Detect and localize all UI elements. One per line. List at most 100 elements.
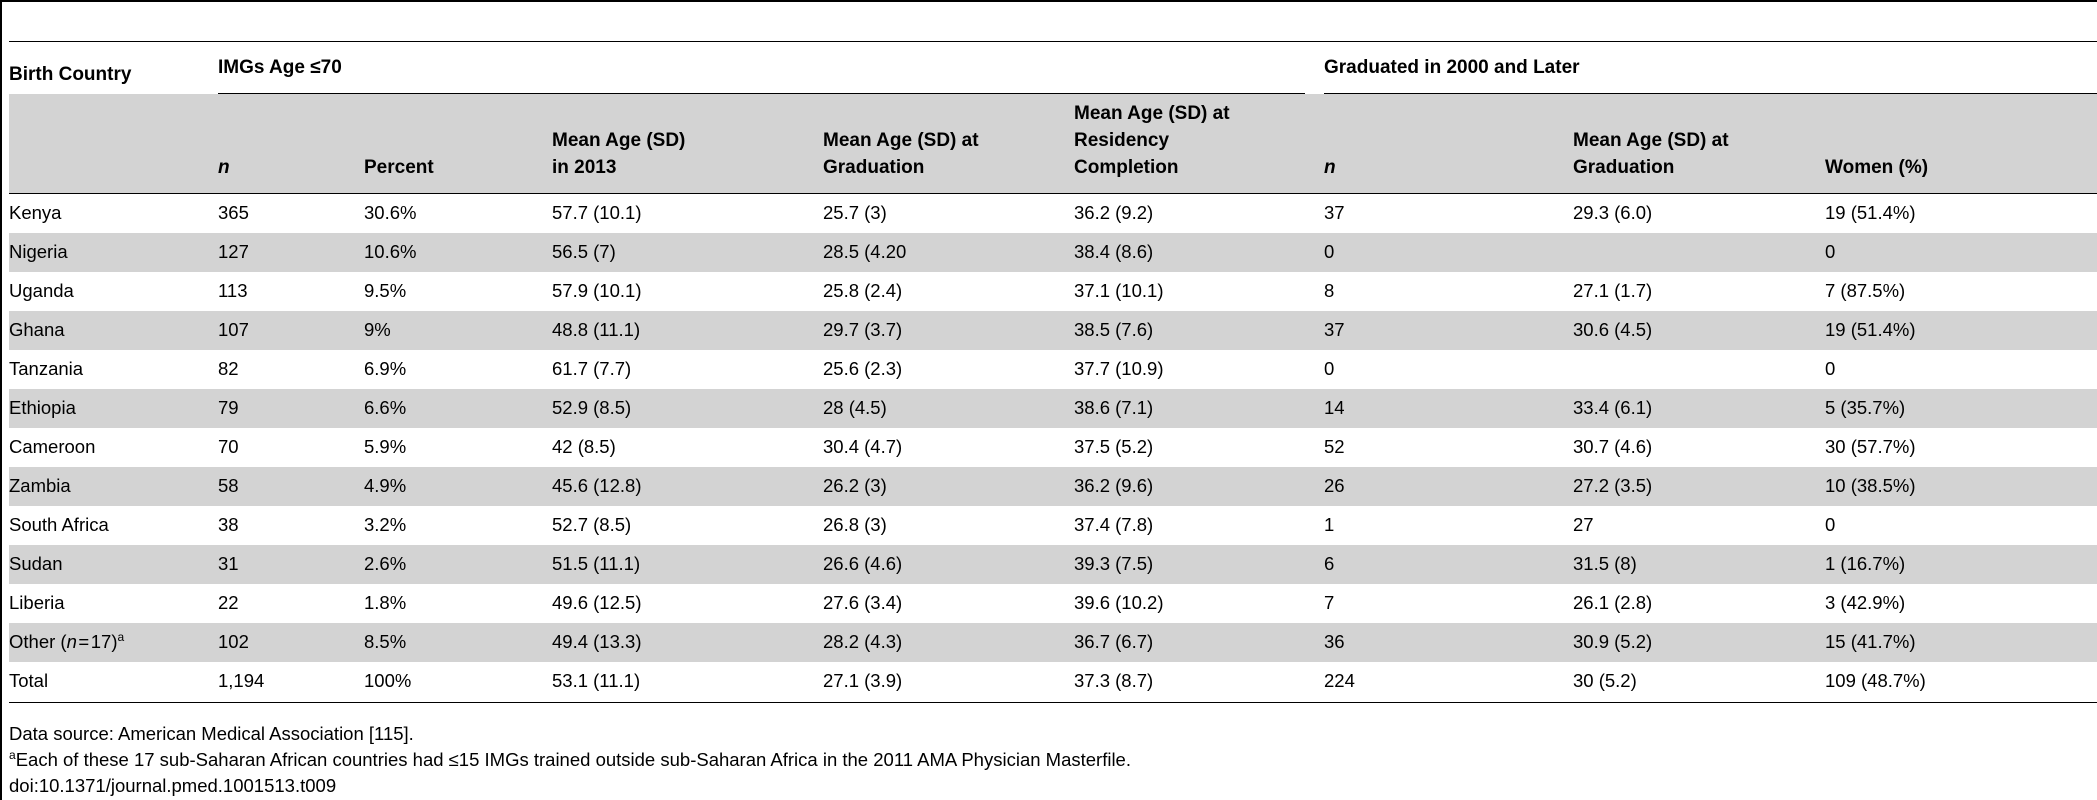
table-cell: 31.5 (8) <box>1573 553 1637 574</box>
table-cell: 56.5 (7) <box>552 241 616 262</box>
header-group-imgs-age: IMGs Age ≤70 <box>218 57 342 78</box>
table-cell: 30 (57.7%) <box>1825 436 1916 457</box>
table-cell: 127 <box>218 241 249 262</box>
header-col-percent: Percent <box>364 157 434 178</box>
frame-top-border <box>0 0 2097 2</box>
table-cell: 14 <box>1324 397 1345 418</box>
row-band <box>9 311 2097 350</box>
table-cell: 49.6 (12.5) <box>552 592 642 613</box>
row-country: South Africa <box>9 514 109 535</box>
table-cell: 36.7 (6.7) <box>1074 631 1154 652</box>
table-cell: 36.2 (9.2) <box>1074 202 1154 223</box>
table-cell: 109 (48.7%) <box>1825 670 1926 691</box>
table-cell: 1 (16.7%) <box>1825 553 1906 574</box>
table-cell: 28 (4.5) <box>823 397 887 418</box>
table-cell: 37.4 (7.8) <box>1074 514 1154 535</box>
header-band <box>9 94 2097 193</box>
table-cell: 26 <box>1324 475 1345 496</box>
row-band <box>9 623 2097 662</box>
header-line: Residency <box>1074 130 1170 151</box>
table-cell: 57.7 (10.1) <box>552 202 642 223</box>
table-cell: 38.5 (7.6) <box>1074 319 1154 340</box>
table-cell: 27.2 (3.5) <box>1573 475 1653 496</box>
table-cell: 8 <box>1324 280 1335 301</box>
table-cell: 38.6 (7.1) <box>1074 397 1154 418</box>
table-cell: 1 <box>1324 514 1335 535</box>
footnote-source: Data source: American Medical Associatio… <box>9 723 414 744</box>
table-cell: 1.8% <box>364 592 407 613</box>
row-country: Zambia <box>9 475 71 496</box>
table-cell: 79 <box>218 397 239 418</box>
table-cell: 0 <box>1825 358 1836 379</box>
table-cell: 7 <box>1324 592 1335 613</box>
table-cell: 37.5 (5.2) <box>1074 436 1154 457</box>
header-line: Mean Age (SD) at <box>1573 130 1729 151</box>
table-cell: 27 <box>1573 514 1594 535</box>
table-cell: 30.4 (4.7) <box>823 436 903 457</box>
header-col-mean-age-graduation-2000: Mean Age (SD) at Graduation <box>1573 127 1729 181</box>
table-cell: 19 (51.4%) <box>1825 202 1916 223</box>
table-cell: 30.6 (4.5) <box>1573 319 1653 340</box>
table-cell: 6.6% <box>364 397 407 418</box>
table-bottom-rule <box>9 702 2097 703</box>
table-cell: 2.6% <box>364 553 407 574</box>
header-col-n-2000: n <box>1324 157 1336 178</box>
table-cell: 4.9% <box>364 475 407 496</box>
table-cell: 28.5 (4.20 <box>823 241 907 262</box>
table-cell: 7 (87.5%) <box>1825 280 1906 301</box>
table-cell: 27.1 (3.9) <box>823 670 903 691</box>
table-cell: 28.2 (4.3) <box>823 631 903 652</box>
table-cell: 70 <box>218 436 239 457</box>
table-cell: 37 <box>1324 202 1345 223</box>
table-cell: 1,194 <box>218 670 265 691</box>
table-cell: 224 <box>1324 670 1355 691</box>
table-cell: 26.6 (4.6) <box>823 553 903 574</box>
table-cell: 9.5% <box>364 280 407 301</box>
table-cell: 107 <box>218 319 249 340</box>
row-band <box>9 467 2097 506</box>
table-cell: 3 (42.9%) <box>1825 592 1906 613</box>
table-cell: 8.5% <box>364 631 407 652</box>
table-cell: 37.1 (10.1) <box>1074 280 1164 301</box>
header-col-mean-age-2013: Mean Age (SD) in 2013 <box>552 127 685 181</box>
table-cell: 30 (5.2) <box>1573 670 1637 691</box>
table-cell: 25.7 (3) <box>823 202 887 223</box>
table-cell: 26.8 (3) <box>823 514 887 535</box>
table-cell: 52.7 (8.5) <box>552 514 632 535</box>
table-cell: 22 <box>218 592 239 613</box>
table-cell: 27.6 (3.4) <box>823 592 903 613</box>
table-cell: 57.9 (10.1) <box>552 280 642 301</box>
header-line: Mean Age (SD) at <box>1074 103 1230 124</box>
table-cell: 3.2% <box>364 514 407 535</box>
header-line: in 2013 <box>552 157 617 178</box>
table-cell: 10 (38.5%) <box>1825 475 1916 496</box>
header-group-graduated-2000: Graduated in 2000 and Later <box>1324 57 1580 78</box>
row-band <box>9 545 2097 584</box>
header-birth-country: Birth Country <box>9 64 132 85</box>
table-cell: 38 <box>218 514 239 535</box>
table-cell: 51.5 (11.1) <box>552 553 641 574</box>
table-cell: 6 <box>1324 553 1335 574</box>
table-cell: 26.2 (3) <box>823 475 887 496</box>
table-cell: 113 <box>218 280 248 301</box>
table-cell: 58 <box>218 475 239 496</box>
table-cell: 30.9 (5.2) <box>1573 631 1653 652</box>
table-top-rule <box>9 41 2097 42</box>
row-country: Ghana <box>9 319 65 340</box>
frame-left-border <box>0 0 2 800</box>
table-cell: 6.9% <box>364 358 407 379</box>
table-cell: 52 <box>1324 436 1345 457</box>
header-col-mean-age-graduation: Mean Age (SD) at Graduation <box>823 127 979 181</box>
table-cell: 36.2 (9.6) <box>1074 475 1154 496</box>
table-cell: 30.7 (4.6) <box>1573 436 1653 457</box>
table-cell: 61.7 (7.7) <box>552 358 632 379</box>
table-cell: 5.9% <box>364 436 407 457</box>
table-cell: 27.1 (1.7) <box>1573 280 1653 301</box>
table-cell: 49.4 (13.3) <box>552 631 642 652</box>
row-country: Other (n = 17)a <box>9 629 125 652</box>
table-cell: 38.4 (8.6) <box>1074 241 1154 262</box>
row-country: Tanzania <box>9 358 84 379</box>
row-country: Nigeria <box>9 241 68 262</box>
row-country: Liberia <box>9 592 65 613</box>
table-cell: 52.9 (8.5) <box>552 397 632 418</box>
